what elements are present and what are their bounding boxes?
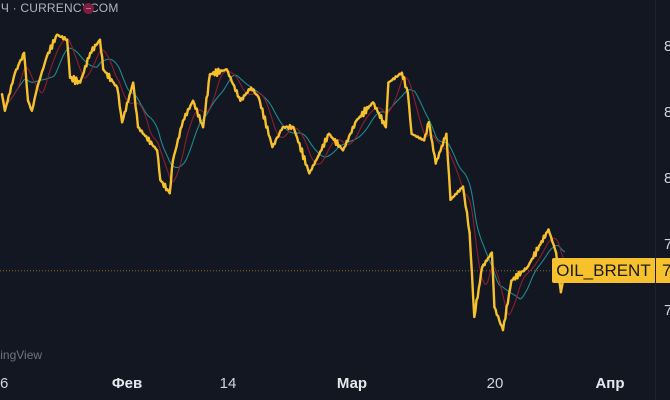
- symbol-header: 1Ч · CURRENCYCOM: [0, 1, 119, 15]
- price-data-point: [45, 55, 49, 58]
- price-axis-separator: [655, 0, 656, 400]
- price-data-point: [191, 99, 195, 103]
- price-data-point: [427, 121, 431, 124]
- price-data-point: [3, 109, 7, 112]
- x-tick-label: Мар: [336, 375, 368, 392]
- price-data-point: [171, 159, 175, 162]
- price-data-point: [249, 86, 253, 89]
- price-data-point: [136, 126, 140, 129]
- price-data-point: [461, 185, 465, 188]
- price-data-point: [473, 315, 476, 319]
- price-data-point: [308, 172, 311, 175]
- price-chart[interactable]: [0, 0, 655, 400]
- price-data-point: [30, 109, 34, 112]
- price-data-point: [490, 251, 494, 254]
- price-data-point: [468, 231, 471, 234]
- price-data-point: [445, 132, 448, 135]
- price-data-point: [510, 279, 513, 282]
- price-data-point: [35, 86, 39, 89]
- price-data-point: [26, 99, 30, 103]
- moving-average-slow-line: [1, 47, 566, 300]
- price-data-point: [449, 198, 452, 201]
- price-data-point: [422, 139, 426, 142]
- price-data-point: [239, 99, 242, 103]
- y-tick-label: 88: [664, 38, 670, 55]
- price-data-point: [547, 228, 550, 231]
- price-data-point: [68, 76, 72, 79]
- x-tick-label: 20: [486, 375, 504, 392]
- y-tick-label: 72: [664, 302, 670, 319]
- price-data-point: [225, 68, 228, 71]
- price-data-point: [281, 126, 284, 129]
- x-tick-label: 16: [0, 375, 9, 392]
- price-data-point: [0, 93, 4, 96]
- price-data-point: [316, 155, 320, 159]
- market-status-icon[interactable]: [83, 3, 94, 14]
- price-data-point: [387, 81, 390, 84]
- y-tick-label: 76: [664, 236, 670, 253]
- price-series-line: [0, 33, 567, 332]
- price-data-point: [271, 145, 274, 149]
- price-data-point: [384, 126, 388, 129]
- price-data-point: [102, 68, 105, 71]
- price-data-point: [89, 51, 92, 55]
- price-data-point: [554, 251, 558, 254]
- price-data-point: [131, 81, 135, 84]
- symbol-price-label: OIL_BRENT: [552, 258, 655, 283]
- price-data-point: [371, 101, 375, 104]
- price-data-point: [78, 81, 82, 84]
- price-data-point: [208, 73, 212, 76]
- price-data-point: [493, 305, 496, 309]
- price-data-point: [341, 149, 345, 152]
- price-data-point: [406, 91, 410, 94]
- price-data-point: [120, 121, 124, 124]
- price-data-point: [480, 266, 484, 269]
- price-data-point: [257, 96, 260, 99]
- x-tick-label: Фев: [111, 375, 143, 392]
- price-data-point: [55, 33, 59, 36]
- last-price-label: 74.5: [656, 258, 670, 283]
- price-data-point: [65, 38, 69, 41]
- price-data-point: [98, 38, 102, 41]
- price-data-point: [501, 328, 505, 332]
- y-tick-label: 80: [664, 170, 670, 187]
- price-data-point: [168, 192, 171, 195]
- price-data-point: [559, 291, 563, 294]
- price-data-point: [116, 86, 119, 89]
- price-data-point: [526, 266, 529, 269]
- price-data-point: [292, 126, 295, 129]
- x-tick-label: 14: [219, 375, 237, 392]
- price-data-point: [434, 162, 437, 165]
- price-data-point: [155, 149, 159, 152]
- price-data-point: [201, 126, 205, 129]
- moving-average-fast-line: [1, 38, 566, 316]
- tradingview-watermark: TradingView: [0, 348, 43, 362]
- price-data-point: [355, 119, 358, 122]
- x-tick-label: Апр: [595, 375, 625, 392]
- price-data-point: [181, 119, 185, 122]
- y-tick-label: 84: [664, 104, 670, 121]
- price-data-point: [400, 71, 404, 74]
- price-data-point: [327, 132, 331, 135]
- price-data-point: [410, 132, 413, 135]
- price-data-point: [22, 51, 26, 55]
- price-data-point: [13, 71, 17, 74]
- price-data-point: [159, 178, 162, 182]
